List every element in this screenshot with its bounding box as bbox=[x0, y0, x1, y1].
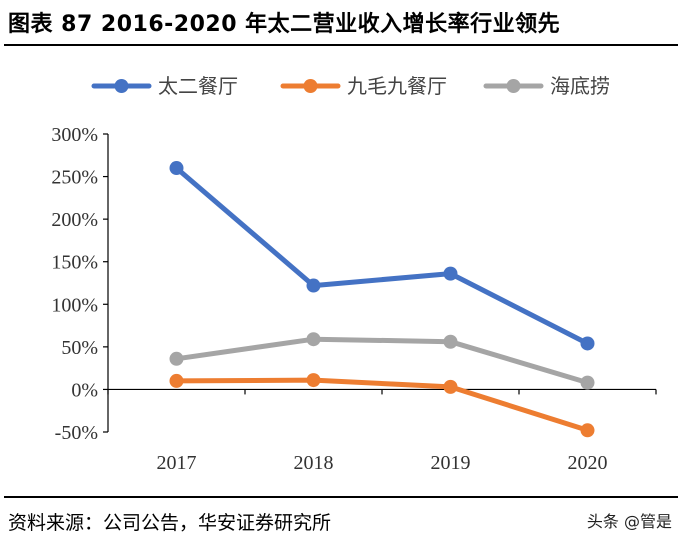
series-line bbox=[174, 336, 590, 386]
data-point bbox=[580, 423, 595, 438]
title-divider bbox=[4, 44, 678, 46]
x-tick-label: 2018 bbox=[294, 452, 334, 474]
series-line bbox=[174, 165, 590, 346]
data-point bbox=[169, 373, 184, 388]
data-point bbox=[580, 375, 595, 390]
y-tick-label: 150% bbox=[51, 252, 98, 274]
y-tick-label: 50% bbox=[61, 337, 98, 359]
footer-divider bbox=[4, 496, 678, 498]
data-point bbox=[580, 336, 595, 351]
y-tick-label: 0% bbox=[71, 379, 98, 401]
x-tick-label: 2019 bbox=[431, 452, 471, 474]
legend-marker-swatch bbox=[506, 79, 521, 93]
legend-marker-swatch bbox=[114, 79, 129, 93]
source-note: 资料来源：公司公告，华安证券研究所 bbox=[8, 512, 332, 534]
data-point bbox=[169, 161, 184, 176]
data-point bbox=[443, 334, 458, 349]
data-point bbox=[306, 278, 321, 293]
watermark: 头条 @管是 bbox=[586, 512, 672, 531]
x-tick-label: 2020 bbox=[568, 452, 608, 474]
y-tick-label: 200% bbox=[51, 209, 98, 231]
series-line bbox=[174, 377, 590, 433]
data-point bbox=[443, 266, 458, 281]
data-point bbox=[443, 379, 458, 394]
chart-title: 图表 87 2016-2020 年太二营业收入增长率行业领先 bbox=[8, 12, 561, 37]
data-point bbox=[169, 351, 184, 366]
y-tick-label: 300% bbox=[51, 124, 98, 146]
y-tick-label: 100% bbox=[51, 294, 98, 316]
y-tick-label: 250% bbox=[51, 167, 98, 189]
data-point bbox=[306, 373, 321, 388]
legend-marker-swatch bbox=[303, 79, 318, 93]
line-chart: -50% 0% 50% 100% 150% 200% 250% 300% 2017 2018 201… bbox=[51, 74, 657, 474]
legend-label: 海底捞 bbox=[550, 74, 610, 98]
x-tick-label: 2017 bbox=[157, 452, 197, 474]
legend-label: 九毛九餐厅 bbox=[347, 74, 447, 98]
y-tick-label: -50% bbox=[55, 422, 98, 444]
legend-label: 太二餐厅 bbox=[158, 74, 238, 98]
data-point bbox=[306, 332, 321, 347]
